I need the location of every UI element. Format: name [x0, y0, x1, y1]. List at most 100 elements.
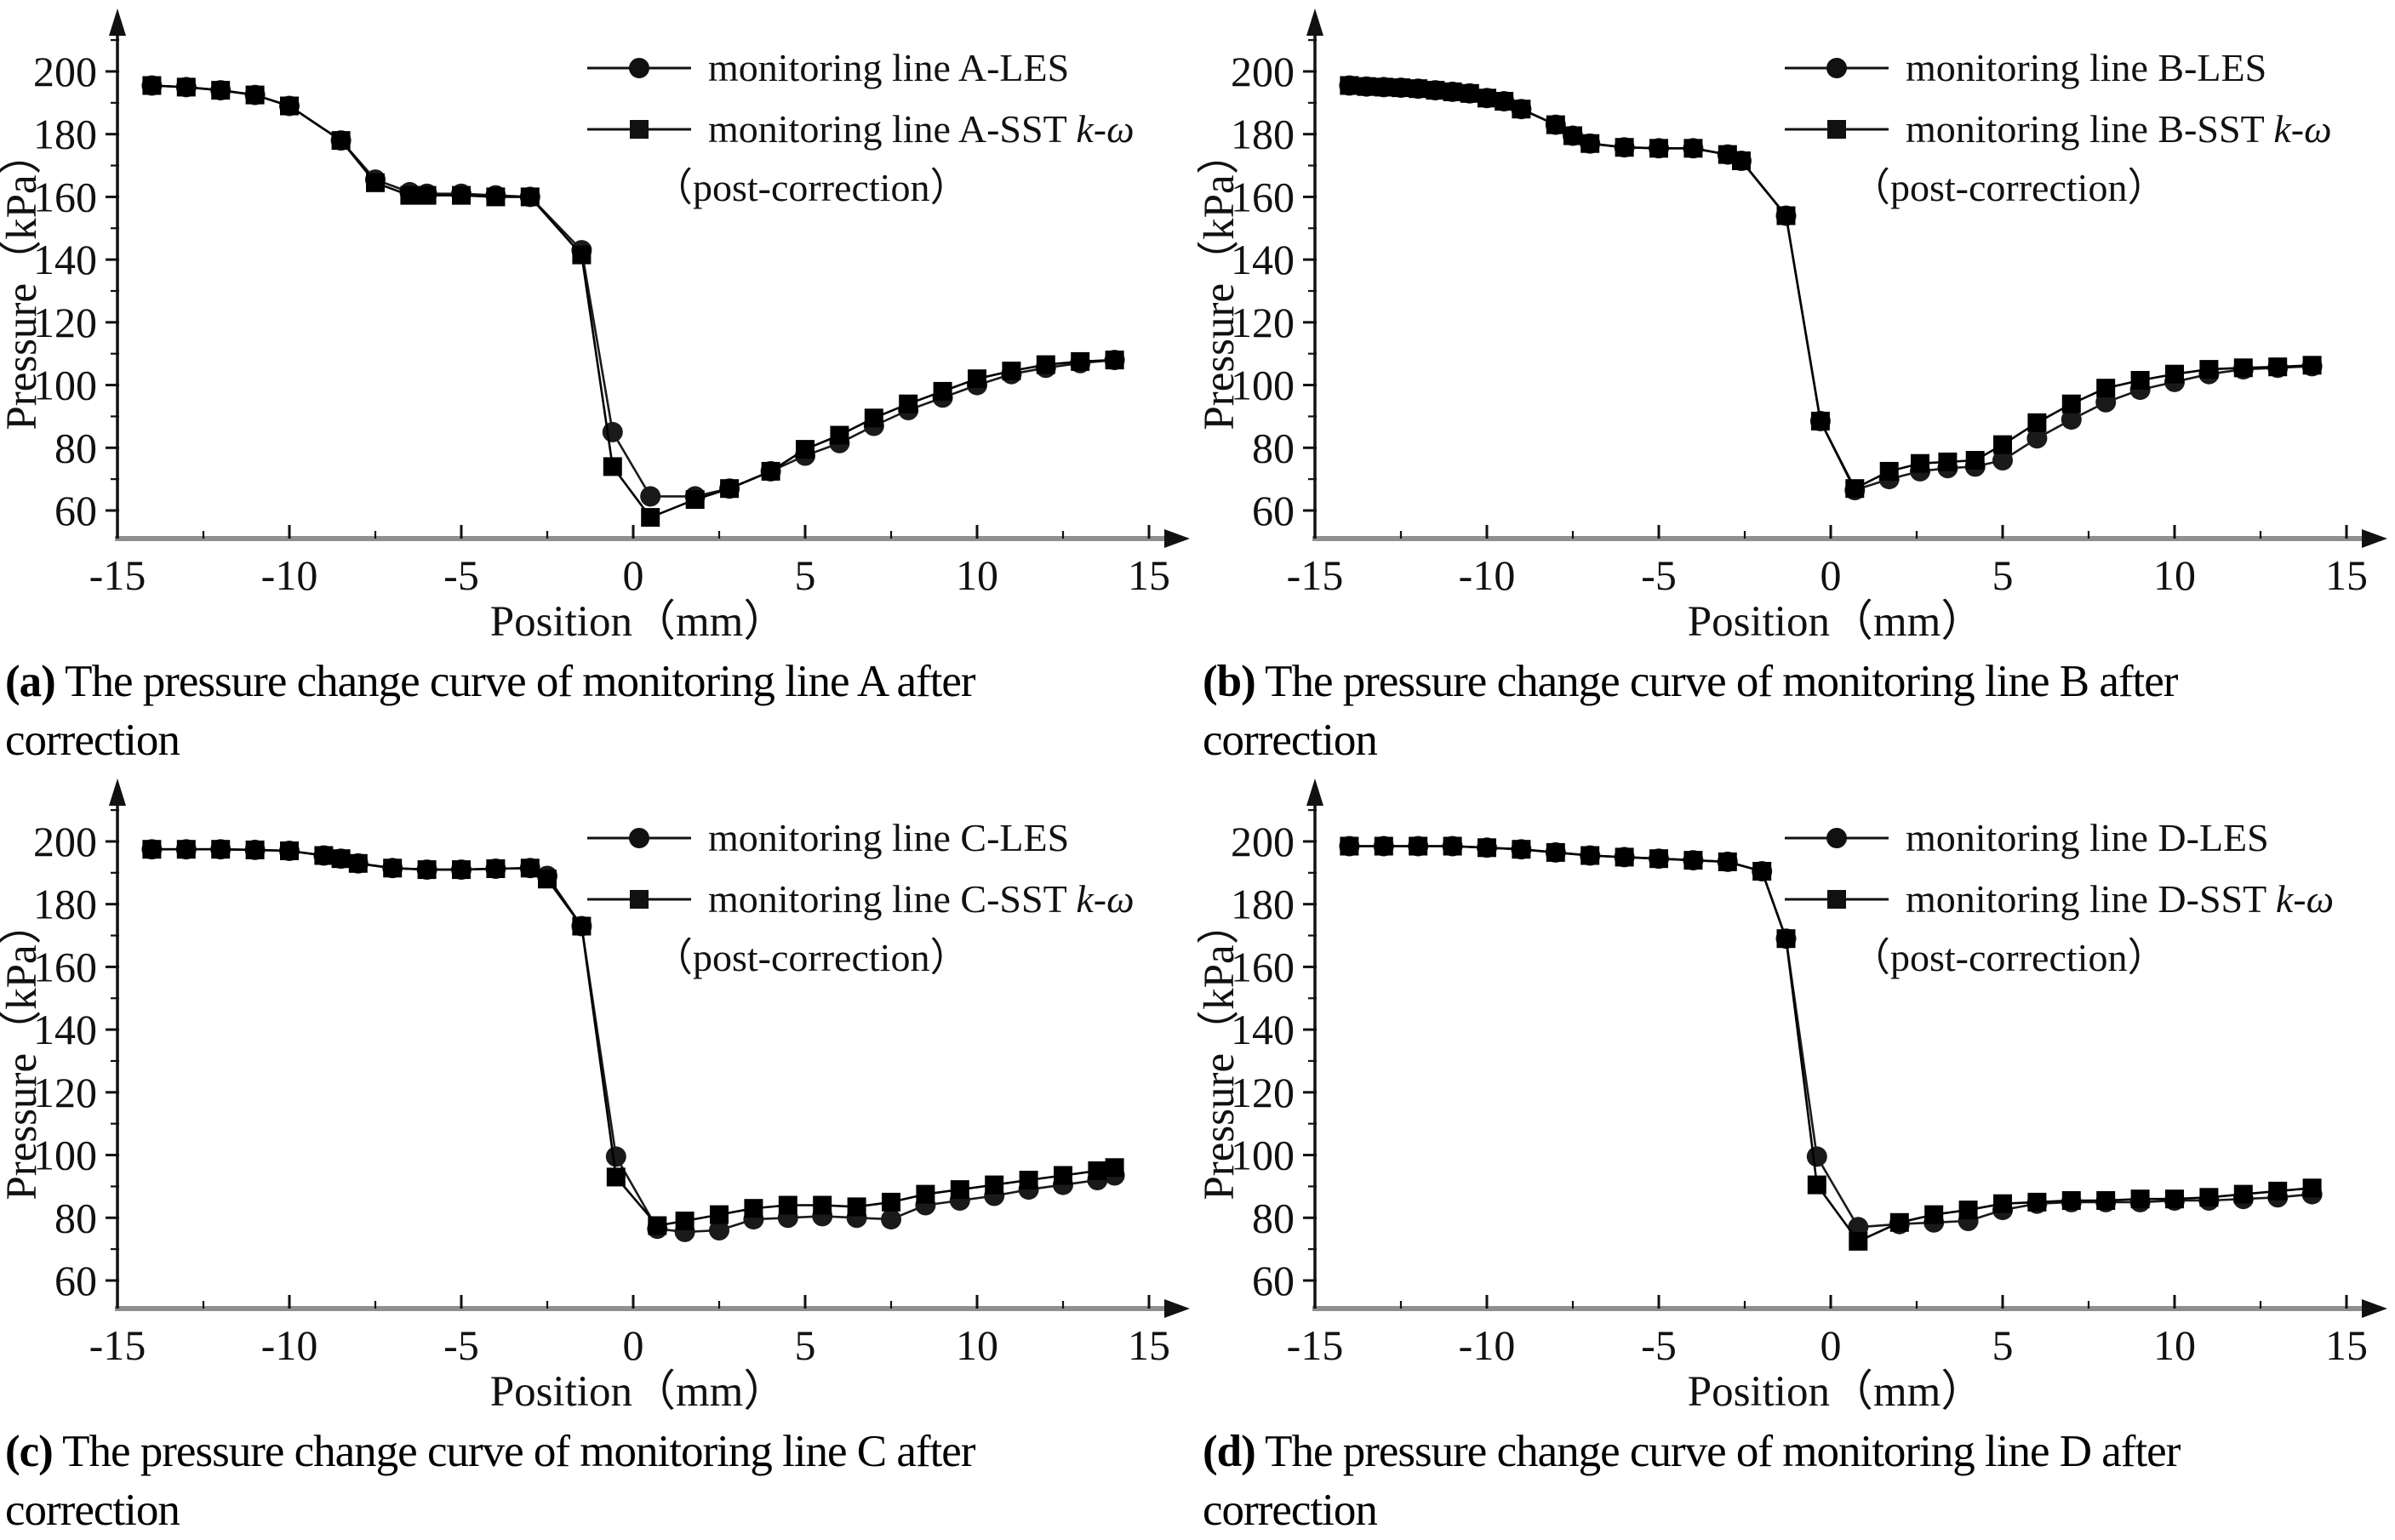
data-point-square [1357, 77, 1376, 96]
data-point-square [245, 85, 265, 105]
legend-label: monitoring line C-SST k-ω [708, 877, 1135, 921]
data-point-square [1443, 836, 1462, 856]
legend-label: monitoring line C-LES [708, 816, 1069, 859]
data-point-square [1478, 88, 1496, 108]
y-axis-arrow [109, 9, 126, 36]
data-point-square [950, 1180, 969, 1200]
pressure-chart-d: -15 -10 -5 0 5 10 15 60 80 100 120 140 160 180 200 Posi… [1198, 779, 2387, 1412]
legend: monitoring line B-LES monitoring line B-S… [1785, 46, 2332, 209]
legend: monitoring line D-LES monitoring line D-S… [1785, 816, 2334, 979]
legend-note: （post-correction） [1851, 936, 2166, 979]
data-point-square [1615, 138, 1634, 157]
data-point-square [675, 1212, 694, 1230]
axes: -15 -10 -5 0 5 10 15 60 80 100 120 140 160 180 200 [1231, 9, 2387, 599]
legend-circle-marker [629, 58, 649, 78]
data-point-square [417, 860, 437, 880]
y-tick-label: 80 [1252, 1194, 1295, 1241]
y-axis-title: Pressure（kPa） [0, 901, 46, 1200]
axes: -15 -10 -5 0 5 10 15 60 80 100 120 140 160 180 200 [33, 9, 1190, 599]
data-point-square [1478, 838, 1496, 858]
data-point-square [2302, 356, 2322, 375]
data-point-square [1718, 852, 1737, 871]
legend-label: monitoring line B-LES [1906, 46, 2266, 89]
data-point-circle [1992, 450, 2013, 471]
x-tick-label: -15 [89, 551, 146, 599]
data-point-square [1019, 1171, 1038, 1189]
x-axis-arrow [2362, 1299, 2387, 1318]
data-point-square [1649, 139, 1668, 158]
data-point-square [314, 846, 334, 865]
data-point-square [1071, 351, 1090, 371]
data-point-square [1845, 479, 1865, 499]
y-tick-label: 180 [33, 881, 97, 928]
y-tick-label: 140 [33, 1006, 97, 1053]
data-point-square [1580, 846, 1600, 865]
y-tick-label: 180 [1231, 111, 1295, 158]
data-point-square [648, 1216, 667, 1235]
data-point-square [899, 394, 918, 414]
caption-c: (c) The pressure change curve of monitor… [0, 1412, 1103, 1540]
pressure-chart-b: -15 -10 -5 0 5 10 15 60 80 100 120 140 160 180 200 Posi… [1198, 9, 2387, 642]
data-point-square [1392, 78, 1410, 98]
series-sst [1340, 836, 2322, 1251]
caption-tag-d: (d) [1203, 1427, 1256, 1476]
axes: -15 -10 -5 0 5 10 15 60 80 100 120 140 160 180 200 [33, 779, 1190, 1369]
x-tick-label: 10 [956, 551, 998, 599]
data-point-square [2061, 394, 2081, 414]
y-tick-label: 140 [1231, 236, 1295, 283]
x-tick-label: 5 [795, 1321, 816, 1369]
series-sst [142, 840, 1124, 1235]
legend-circle-marker [1826, 828, 1847, 848]
x-tick-label: 5 [795, 551, 816, 599]
data-point-circle [2061, 409, 2082, 431]
data-point-square [211, 81, 231, 100]
legend-note: （post-correction） [654, 936, 969, 979]
x-tick-label: 10 [956, 1321, 998, 1369]
y-tick-label: 100 [33, 362, 97, 409]
data-point-square [1938, 452, 1958, 471]
data-point-square [417, 185, 437, 205]
panel-b: -15 -10 -5 0 5 10 15 60 80 100 120 140 160 180 200 Posi… [1198, 0, 2395, 770]
data-point-circle [2026, 428, 2048, 449]
x-tick-label: -5 [443, 1321, 479, 1369]
data-point-square [486, 187, 506, 207]
y-axis-arrow [1306, 779, 1323, 806]
data-point-square [1849, 1231, 1868, 1251]
caption-b: (b) The pressure change curve of monitor… [1198, 642, 2301, 770]
y-tick-label: 60 [54, 487, 97, 534]
data-point-square [744, 1199, 763, 1218]
data-point-square [710, 1205, 729, 1224]
y-axis-arrow [1306, 9, 1323, 36]
caption-tag-a: (a) [5, 657, 56, 706]
data-point-square [796, 440, 815, 459]
data-point-square [778, 1195, 797, 1215]
y-tick-label: 180 [33, 111, 97, 158]
data-point-square [1924, 1205, 1944, 1224]
x-tick-label: -10 [261, 551, 318, 599]
data-point-square [1546, 115, 1565, 134]
data-point-square [2233, 358, 2253, 378]
data-point-square [331, 849, 351, 869]
x-tick-label: 0 [623, 551, 644, 599]
data-point-square [1443, 82, 1462, 101]
data-point-square [572, 916, 592, 936]
data-point-square [1810, 411, 1830, 431]
x-tick-label: 10 [2153, 1321, 2196, 1369]
legend-label: monitoring line A-LES [708, 46, 1069, 89]
data-point-square [383, 858, 403, 878]
x-tick-label: -15 [1287, 551, 1344, 599]
y-tick-label: 140 [33, 236, 97, 283]
data-point-square [2130, 1189, 2150, 1209]
x-axis-title: Position（mm） [1688, 1368, 1985, 1412]
data-point-square [1776, 206, 1796, 225]
legend: monitoring line C-LES monitoring line C-S… [587, 816, 1135, 979]
legend-label: monitoring line B-SST k-ω [1906, 107, 2332, 151]
data-point-square [882, 1192, 900, 1212]
x-tick-label: 15 [1128, 551, 1170, 599]
legend-square-marker [630, 890, 649, 909]
caption-tag-c: (c) [5, 1427, 54, 1476]
data-point-square [1965, 451, 1985, 470]
data-point-square [2027, 413, 2047, 432]
data-point-square [1409, 79, 1428, 99]
data-point-square [486, 859, 506, 878]
